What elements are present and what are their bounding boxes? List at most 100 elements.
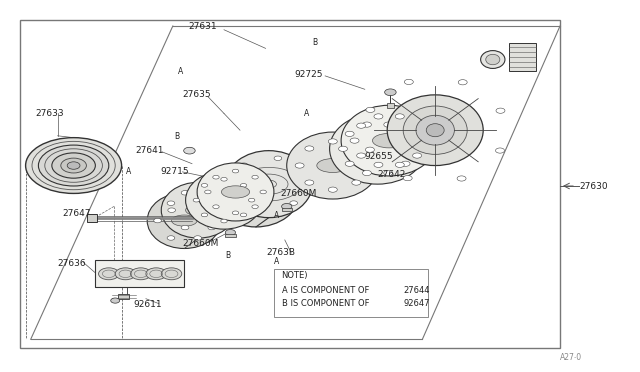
Circle shape xyxy=(208,225,216,230)
Bar xyxy=(118,294,129,299)
Circle shape xyxy=(495,148,504,153)
Circle shape xyxy=(457,176,466,181)
Circle shape xyxy=(396,114,404,119)
Text: 92647: 92647 xyxy=(403,299,429,308)
Circle shape xyxy=(496,108,505,113)
Circle shape xyxy=(356,153,365,158)
Circle shape xyxy=(408,146,417,151)
Circle shape xyxy=(305,146,314,151)
Circle shape xyxy=(232,169,239,173)
Circle shape xyxy=(282,203,292,209)
Ellipse shape xyxy=(212,160,300,227)
Circle shape xyxy=(328,139,337,144)
Ellipse shape xyxy=(172,215,197,226)
Circle shape xyxy=(167,236,175,240)
Circle shape xyxy=(345,131,354,137)
Circle shape xyxy=(299,175,307,179)
Text: 27660M: 27660M xyxy=(182,239,219,248)
Text: B IS COMPONENT OF: B IS COMPONENT OF xyxy=(282,299,369,308)
Text: 27636: 27636 xyxy=(58,259,86,268)
Ellipse shape xyxy=(317,158,349,173)
Circle shape xyxy=(26,138,122,193)
Circle shape xyxy=(181,225,189,230)
Circle shape xyxy=(350,138,359,143)
Circle shape xyxy=(201,213,207,217)
Ellipse shape xyxy=(210,194,238,206)
Ellipse shape xyxy=(225,151,312,218)
Circle shape xyxy=(61,158,86,173)
Text: 92715: 92715 xyxy=(160,167,189,176)
Text: B: B xyxy=(225,251,230,260)
Circle shape xyxy=(366,107,375,112)
Bar xyxy=(274,269,428,317)
Text: A: A xyxy=(274,257,279,266)
Text: 27644: 27644 xyxy=(403,286,429,295)
Circle shape xyxy=(240,163,248,167)
Text: 27631: 27631 xyxy=(189,22,218,31)
Text: A: A xyxy=(274,211,279,220)
Circle shape xyxy=(205,190,211,194)
Ellipse shape xyxy=(361,142,394,156)
Circle shape xyxy=(385,89,396,96)
Circle shape xyxy=(146,268,166,280)
Circle shape xyxy=(362,170,371,176)
Circle shape xyxy=(413,123,422,128)
Circle shape xyxy=(221,177,227,181)
Circle shape xyxy=(99,268,119,280)
Circle shape xyxy=(356,123,365,128)
Circle shape xyxy=(290,201,298,205)
Circle shape xyxy=(248,198,255,202)
Circle shape xyxy=(295,163,304,168)
Circle shape xyxy=(181,190,189,195)
Circle shape xyxy=(352,180,361,185)
Text: 92611: 92611 xyxy=(133,300,162,309)
Circle shape xyxy=(221,219,227,223)
Text: 92655: 92655 xyxy=(365,152,394,161)
Circle shape xyxy=(232,211,239,215)
Circle shape xyxy=(362,163,371,168)
Circle shape xyxy=(207,218,215,223)
Bar xyxy=(95,260,184,287)
Circle shape xyxy=(208,190,216,195)
Circle shape xyxy=(115,268,136,280)
Ellipse shape xyxy=(221,186,250,198)
Ellipse shape xyxy=(341,105,437,176)
Circle shape xyxy=(212,205,219,209)
Circle shape xyxy=(365,147,374,152)
Circle shape xyxy=(339,146,348,151)
Text: 27660M: 27660M xyxy=(280,189,317,198)
Circle shape xyxy=(231,189,239,193)
Text: A: A xyxy=(304,109,309,118)
Ellipse shape xyxy=(147,193,221,248)
Text: B: B xyxy=(174,132,179,141)
Circle shape xyxy=(458,80,467,85)
Text: 27630: 27630 xyxy=(579,182,608,190)
Circle shape xyxy=(67,162,80,169)
Circle shape xyxy=(252,205,259,209)
Circle shape xyxy=(362,122,371,127)
Bar xyxy=(282,208,292,211)
Text: 2763B: 2763B xyxy=(266,248,295,257)
Circle shape xyxy=(413,153,422,158)
Text: NOTE): NOTE) xyxy=(282,271,308,280)
Circle shape xyxy=(161,268,182,280)
Text: A IS COMPONENT OF: A IS COMPONENT OF xyxy=(282,286,369,295)
Ellipse shape xyxy=(287,132,379,199)
Text: 27642: 27642 xyxy=(378,170,406,179)
Circle shape xyxy=(260,190,266,194)
Circle shape xyxy=(384,122,393,127)
Circle shape xyxy=(401,131,410,137)
Circle shape xyxy=(225,230,236,235)
Circle shape xyxy=(194,201,202,205)
Circle shape xyxy=(38,145,109,186)
Circle shape xyxy=(194,236,202,240)
Text: 27635: 27635 xyxy=(182,90,211,99)
Ellipse shape xyxy=(186,205,211,216)
Circle shape xyxy=(111,298,120,303)
Circle shape xyxy=(396,162,404,167)
Ellipse shape xyxy=(197,163,274,221)
Circle shape xyxy=(384,170,393,176)
Circle shape xyxy=(328,187,337,192)
Circle shape xyxy=(274,156,282,160)
Circle shape xyxy=(241,183,247,187)
